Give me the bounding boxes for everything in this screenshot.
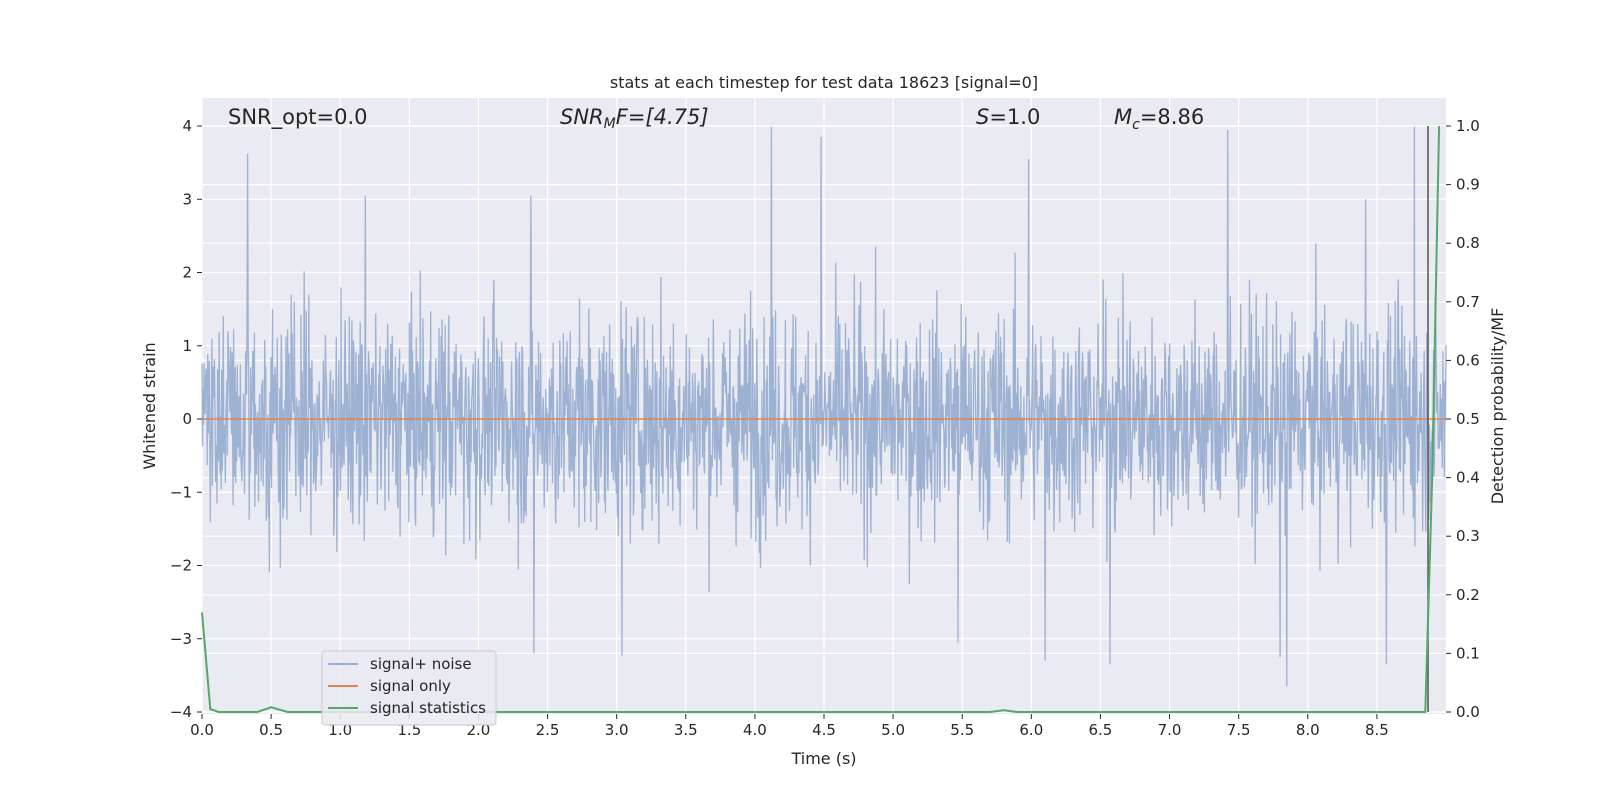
legend-label-signal-noise: signal+ noise [370, 655, 472, 673]
series-signal-statistics [201, 125, 1441, 713]
x-axis-label: Time (s) [790, 749, 856, 768]
x-tick-label-9: 4.5 [812, 721, 836, 739]
s-rest: =1.0 [989, 105, 1040, 129]
y-right-tick-label-6: 0.4 [1456, 469, 1480, 487]
legend: signal+ noise signal only signal statist… [321, 650, 497, 726]
mc-main: M [1114, 105, 1132, 129]
y-left-tick-label-7: −3 [170, 630, 192, 648]
x-tick-label-0: 0.0 [190, 721, 214, 739]
y-left-tick-label-6: −2 [170, 557, 192, 575]
x-tick-label-10: 5.0 [881, 721, 905, 739]
annotation-mc: Mc=8.86 [1114, 105, 1204, 133]
y-right-tick-label-10: 0.0 [1456, 703, 1480, 721]
snr-mf-sub: M [604, 116, 616, 132]
x-tick-label-15: 7.5 [1227, 721, 1251, 739]
annotation-snr-opt: SNR_opt=0.0 [228, 105, 368, 130]
y-axis-left: 4 3 2 1 0 −1 −2 −3 −4 [170, 117, 202, 721]
y-right-tick-label-9: 0.1 [1456, 644, 1480, 662]
y-right-tick-label-3: 0.7 [1456, 293, 1480, 311]
y-right-tick-label-8: 0.2 [1456, 586, 1480, 604]
snr-mf-rest: F=[4.75] [616, 105, 709, 129]
legend-box [321, 650, 497, 726]
x-tick-label-17: 8.5 [1365, 721, 1389, 739]
annotation-s: S=1.0 [976, 105, 1040, 129]
x-tick-label-13: 6.5 [1089, 721, 1113, 739]
mc-sub: c [1132, 117, 1140, 133]
y-left-tick-label-3: 1 [182, 337, 192, 355]
x-tick-label-6: 3.0 [605, 721, 629, 739]
x-tick-label-14: 7.0 [1158, 721, 1182, 739]
chart-title: stats at each timestep for test data 186… [610, 73, 1038, 92]
x-tick-label-12: 6.0 [1019, 721, 1043, 739]
x-tick-label-7: 3.5 [674, 721, 698, 739]
y-left-tick-label-0: 4 [182, 117, 192, 135]
snr-mf-main: SNR [560, 105, 604, 129]
legend-label-signal-only: signal only [370, 677, 451, 695]
y-left-tick-label-4: 0 [182, 410, 192, 428]
series-line-signal-noise [201, 126, 1447, 687]
mc-rest: =8.86 [1140, 105, 1204, 129]
series-signal-noise [201, 126, 1447, 687]
y-axis-right-label: Detection probability/MF [1488, 308, 1507, 505]
y-right-tick-label-0: 1.0 [1456, 117, 1480, 135]
x-tick-label-5: 2.5 [536, 721, 560, 739]
y-axis-left-label: Whitened strain [140, 342, 159, 469]
s-main: S [976, 105, 989, 129]
y-right-tick-label-4: 0.6 [1456, 351, 1480, 369]
x-tick-label-1: 0.5 [259, 721, 283, 739]
y-left-tick-label-5: −1 [170, 483, 192, 501]
y-right-tick-label-5: 0.5 [1456, 410, 1480, 428]
x-tick-label-8: 4.0 [743, 721, 767, 739]
y-right-tick-label-2: 0.8 [1456, 234, 1480, 252]
y-left-tick-label-2: 2 [182, 264, 192, 282]
annotation-snr-mf: SNRMF=[4.75] [560, 105, 709, 132]
y-right-tick-label-7: 0.3 [1456, 527, 1480, 545]
y-right-tick-label-1: 0.9 [1456, 176, 1480, 194]
x-tick-label-11: 5.5 [950, 721, 974, 739]
x-tick-label-16: 8.0 [1296, 721, 1320, 739]
y-left-tick-label-8: −4 [170, 703, 192, 721]
y-left-tick-label-1: 3 [182, 190, 192, 208]
y-axis-right: 1.0 0.9 0.8 0.7 0.6 0.5 0.4 0.3 0.2 0.1 0.0 [1446, 117, 1480, 721]
legend-label-signal-statistics: signal statistics [370, 699, 486, 717]
series-line-signal-statistics [201, 125, 1441, 713]
